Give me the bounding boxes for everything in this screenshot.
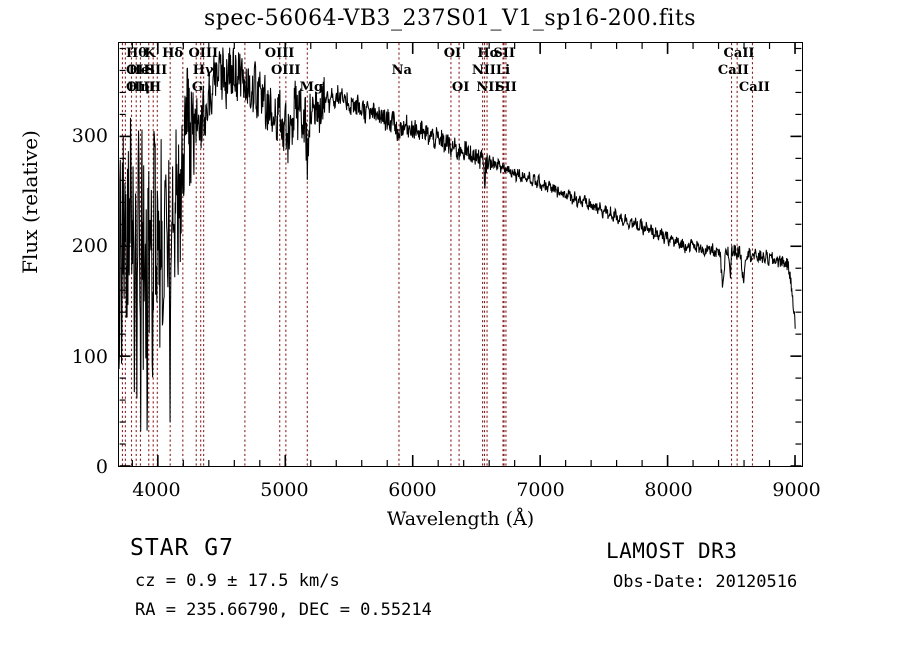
line-id-label: NII [471, 63, 496, 78]
line-id-label: OIII [270, 63, 301, 78]
y-tick-label: 0 [95, 456, 108, 478]
x-axis-label: Wavelength (Å) [386, 508, 535, 530]
line-id-label: Hα [477, 46, 500, 61]
y-tick-label: 300 [71, 124, 108, 147]
line-id-label: Li [495, 63, 511, 78]
line-id-label: OIII [188, 46, 219, 61]
plot-area [119, 43, 802, 466]
y-tick-label: 200 [71, 235, 108, 258]
flux-polyline [119, 47, 796, 432]
line-id-label: OI [451, 80, 470, 95]
line-id-label: G [191, 80, 203, 95]
spectrum-curve [119, 47, 796, 432]
line-id-label: Hγ [192, 63, 214, 78]
x-tick-label: 8000 [644, 479, 693, 501]
line-id-label: K [144, 46, 156, 61]
x-tick-label: 6000 [388, 479, 437, 501]
line-id-label: CaII [723, 46, 755, 61]
line-id-label: OII [126, 63, 150, 78]
x-tick-label: 9000 [772, 479, 821, 501]
line-id-label: OIII [264, 46, 295, 61]
x-tick-label: 5000 [260, 479, 309, 501]
line-id-label: SII [495, 80, 517, 95]
line-id-label: OI [443, 46, 462, 61]
survey-release-text: LAMOST DR3 [606, 539, 738, 563]
plot-frame [118, 42, 803, 467]
x-tick-label: 4000 [132, 479, 181, 501]
line-id-label: OIII [126, 80, 156, 95]
object-class-text: STAR G7 [130, 535, 234, 561]
y-axis-label: Flux (relative) [18, 130, 42, 274]
line-id-label: Hθ [126, 46, 147, 61]
line-id-label: NII [476, 80, 501, 95]
line-id-label: Hη [128, 80, 150, 95]
y-tick-label: 100 [71, 345, 108, 368]
line-id-label: H [148, 80, 161, 95]
line-id-label: CaII [738, 80, 770, 95]
observation-date-text: Obs-Date: 20120516 [613, 572, 798, 592]
line-id-label: SII [493, 46, 515, 61]
coordinates-text: RA = 235.66790, DEC = 0.55214 [135, 600, 432, 620]
axis-tick-layer [119, 43, 802, 466]
x-tick-label: 7000 [516, 479, 565, 501]
line-id-label: SII [145, 63, 168, 78]
redshift-velocity-text: cz = 0.9 ± 17.5 km/s [135, 571, 340, 591]
line-id-label: Mg [299, 80, 324, 95]
line-id-label: CaII [717, 63, 749, 78]
page-title: spec-56064-VB3_237S01_V1_sp16-200.fits [203, 6, 697, 31]
line-id-label: Na [391, 63, 412, 78]
line-id-label: HeI [128, 63, 156, 78]
line-id-label: Hδ [162, 46, 184, 61]
